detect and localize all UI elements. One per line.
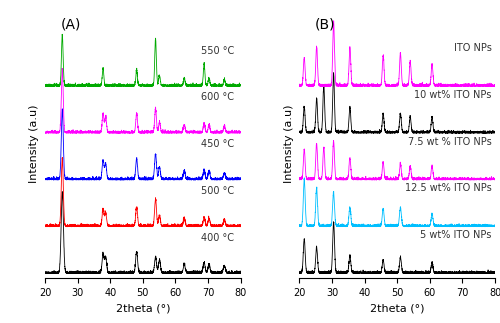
Text: 10 wt% ITO NPs: 10 wt% ITO NPs bbox=[414, 90, 492, 100]
X-axis label: 2theta (°): 2theta (°) bbox=[370, 303, 424, 313]
Text: 500 °C: 500 °C bbox=[201, 186, 234, 196]
Text: 7.5 wt % ITO NPs: 7.5 wt % ITO NPs bbox=[408, 137, 492, 147]
Text: 550 °C: 550 °C bbox=[201, 46, 234, 56]
Text: (A): (A) bbox=[60, 18, 81, 32]
Text: (B): (B) bbox=[315, 18, 336, 32]
Text: 600 °C: 600 °C bbox=[201, 92, 234, 102]
Y-axis label: Intensity (a.u): Intensity (a.u) bbox=[284, 104, 294, 183]
Text: 5 wt% ITO NPs: 5 wt% ITO NPs bbox=[420, 230, 492, 240]
Text: 12.5 wt% ITO NPs: 12.5 wt% ITO NPs bbox=[405, 183, 492, 193]
Text: ITO NPs: ITO NPs bbox=[454, 43, 492, 53]
X-axis label: 2theta (°): 2theta (°) bbox=[116, 303, 170, 313]
Text: 400 °C: 400 °C bbox=[201, 233, 234, 243]
Text: 450 °C: 450 °C bbox=[201, 139, 234, 149]
Y-axis label: Intensity (a.u): Intensity (a.u) bbox=[30, 104, 40, 183]
